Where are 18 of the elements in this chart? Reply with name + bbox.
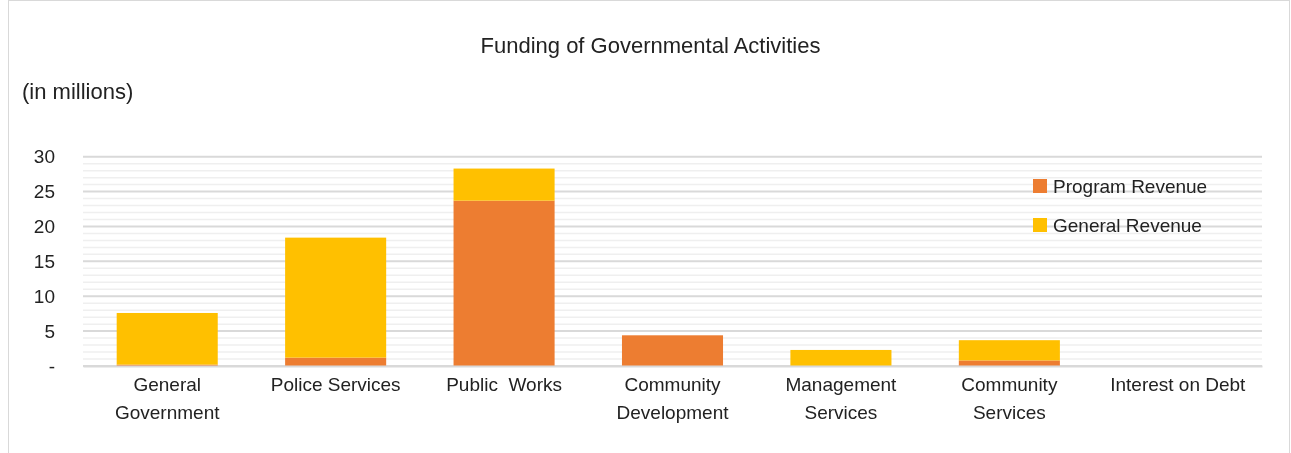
y-tick-label: 30: [33, 146, 55, 168]
y-tick-label: 5: [44, 320, 55, 342]
y-tick-label: 25: [33, 181, 55, 203]
legend-label: General Revenue: [1053, 214, 1202, 236]
y-axis-title: (in millions): [22, 79, 134, 104]
x-tick-label: General Government: [114, 374, 221, 424]
x-tick-label: Police Services: [270, 374, 401, 396]
chart-title: Funding of Governmental Activities: [480, 33, 821, 58]
x-tick-label: Public Works: [446, 374, 562, 396]
y-tick-label: -: [48, 355, 55, 377]
x-tick-label: Interest on Debt: [1110, 374, 1247, 396]
y-tick-label: 20: [33, 216, 55, 238]
x-tick-label: Community Services: [961, 374, 1058, 424]
x-tick-label: Community Development: [616, 374, 730, 424]
x-tick-label: Management Services: [785, 374, 898, 424]
y-tick-label: 10: [33, 285, 55, 307]
y-tick-label: 15: [33, 250, 55, 272]
legend-label: Program Revenue: [1053, 175, 1208, 197]
